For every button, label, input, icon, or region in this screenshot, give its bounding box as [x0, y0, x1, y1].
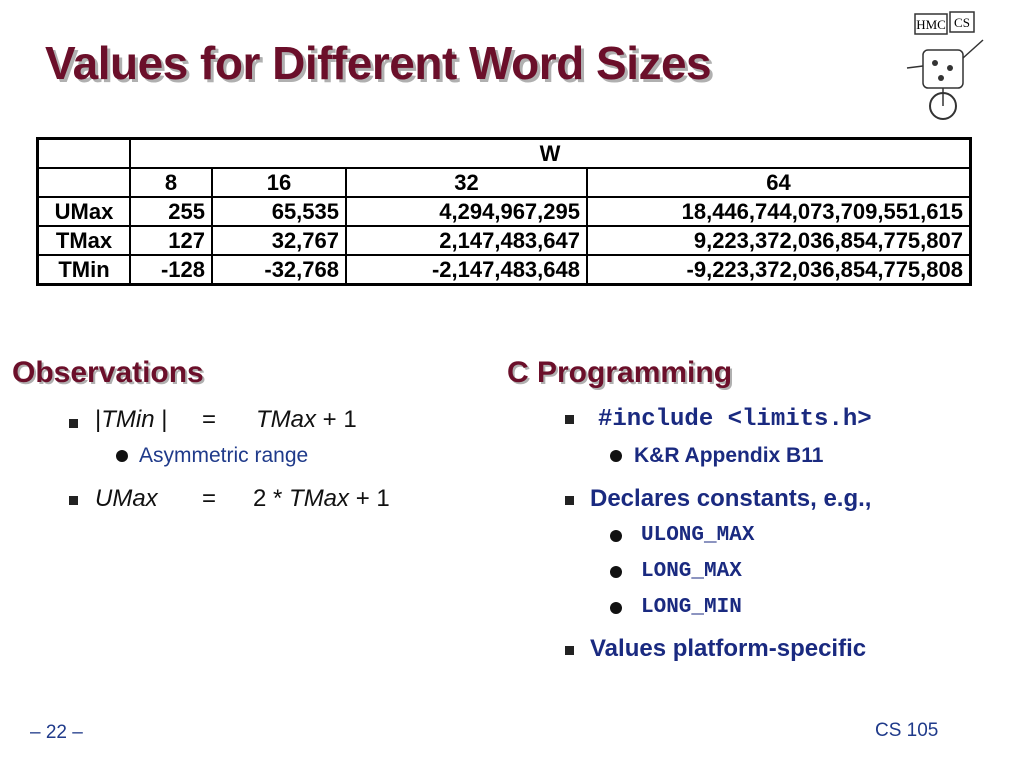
text: | — [95, 406, 102, 433]
bullet — [69, 496, 78, 505]
bullet-text: Declares constants, e.g., — [590, 485, 872, 512]
table-cell: 2,147,483,647 — [345, 225, 588, 256]
sub-bullet-text: LONG_MIN — [641, 596, 742, 619]
table-row: 8 16 32 64 — [36, 167, 972, 198]
text: + 1 — [316, 406, 357, 433]
table-cell: -32,768 — [211, 254, 347, 286]
sub-bullet-text: K&R Appendix B11 — [634, 444, 824, 467]
table-cell: -2,147,483,648 — [345, 254, 588, 286]
table-header: W — [129, 137, 972, 169]
bullet — [69, 419, 78, 428]
section-heading: Observations — [12, 356, 204, 389]
bullet-text: |TMin | — [95, 406, 167, 434]
bullet-text: Values platform-specific — [590, 635, 867, 662]
table-row: UMax 255 65,535 4,294,967,295 18,446,744,073… — [36, 196, 972, 227]
text: = — [202, 406, 217, 433]
values-table: W 8 16 32 64 UMax 255 65,535 4,294,967,295 18,446… — [36, 137, 972, 286]
bullet — [565, 496, 574, 505]
page-number: – 22 – — [30, 722, 83, 743]
text: TMax — [256, 406, 316, 433]
text: = — [202, 485, 217, 512]
bullet-text: 2 * TMax + 1 — [253, 485, 390, 513]
text: TMax — [289, 485, 350, 512]
logo: HMC CS — [906, 11, 984, 120]
bullet-text: #include <limits.h> — [598, 406, 872, 433]
text: | — [154, 406, 168, 433]
text: UMax — [95, 485, 158, 513]
table-cell: 32,767 — [211, 225, 347, 256]
bullet — [565, 415, 574, 424]
row-header: TMax — [36, 225, 131, 256]
bullet — [610, 450, 622, 462]
table-row: TMin -128 -32,768 -2,147,483,648 -9,223,372,… — [36, 254, 972, 286]
sub-bullet-text: LONG_MAX — [641, 560, 742, 583]
sub-bullet-text: ULONG_MAX — [641, 524, 755, 547]
table-cell: 9,223,372,036,854,775,807 — [586, 225, 972, 256]
bullet — [610, 530, 622, 542]
text: UMax — [95, 485, 158, 512]
text: + 1 — [349, 485, 390, 512]
table-row: W — [36, 137, 972, 169]
table-cell: 4,294,967,295 — [345, 196, 588, 227]
sub-bullet-text: Asymmetric range — [139, 444, 309, 467]
section-heading: C Programming — [507, 356, 733, 389]
table-cell: 255 — [129, 196, 213, 227]
bullet — [565, 646, 574, 655]
text: TMin — [101, 406, 155, 433]
table-cell: 127 — [129, 225, 213, 256]
table-cell: 18,446,744,073,709,551,615 — [586, 196, 972, 227]
table-cell: -9,223,372,036,854,775,808 — [586, 254, 972, 286]
table-row: TMax 127 32,767 2,147,483,647 9,223,372,036,… — [36, 225, 972, 256]
logo-text: HMC — [916, 17, 946, 32]
column-header: 32 — [345, 167, 588, 198]
logo-text: CS — [954, 15, 970, 30]
bullet — [610, 602, 622, 614]
text: 2 * — [253, 485, 290, 512]
bullet — [610, 566, 622, 578]
row-header: TMin — [36, 254, 131, 286]
table-cell — [36, 167, 131, 198]
column-header: 16 — [211, 167, 347, 198]
bullet — [116, 450, 128, 462]
bullet-text: TMax + 1 — [256, 406, 357, 434]
table-cell: -128 — [129, 254, 213, 286]
column-header: 64 — [586, 167, 972, 198]
column-header: 8 — [129, 167, 213, 198]
table-cell: 65,535 — [211, 196, 347, 227]
slide-title: Values for Different Word Sizes — [45, 37, 712, 89]
course-label: CS 105 — [875, 720, 939, 741]
row-header: UMax — [36, 196, 131, 227]
table-cell — [36, 137, 131, 169]
